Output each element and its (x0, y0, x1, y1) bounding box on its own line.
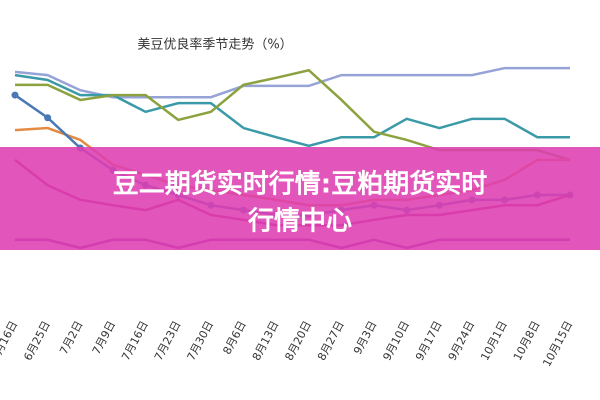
banner-text: 行情中心 (247, 206, 352, 237)
banner (0, 147, 600, 250)
chart-title: 美豆优良率季节走势（%） (137, 37, 292, 53)
point-marker (44, 114, 52, 122)
point-marker (11, 91, 19, 99)
banner-text: 豆二期货实时行情:豆粕期货实时 (113, 169, 487, 200)
